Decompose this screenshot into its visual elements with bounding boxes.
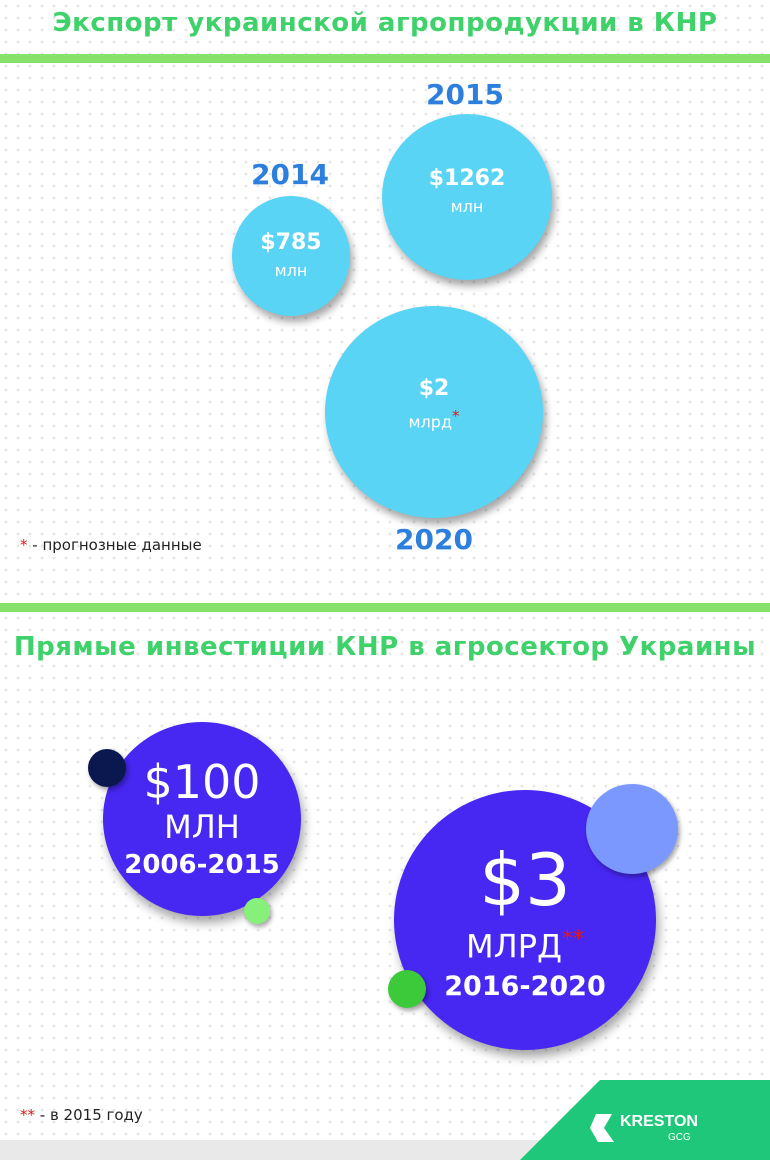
export-amount-2015: $1262: [428, 166, 506, 191]
invest-amount-2: $3: [479, 838, 571, 922]
export-amount-2020: $2: [418, 376, 450, 401]
export-unit-2020-line: млрд*: [325, 407, 543, 431]
export-unit-2020: млрд: [408, 412, 452, 432]
logo-sub: GCG: [668, 1132, 691, 1143]
export-bubble-2015: $1262 млн: [382, 114, 552, 280]
export-amount-2014: $785: [260, 230, 322, 255]
logo-name: KRESTON: [620, 1113, 698, 1130]
divider-bar: [0, 54, 770, 63]
export-bubble-2020: $2 млрд*: [325, 306, 543, 518]
logo-background: [520, 1080, 770, 1160]
invest-unit-1: МЛН: [164, 808, 240, 846]
invest-footnote: ** - в 2015 году: [20, 1106, 143, 1124]
decor-dot-navy: [88, 749, 126, 787]
export-section-title: Экспорт украинской агропродукции в КНР: [52, 8, 718, 38]
decor-dot-green: [388, 970, 426, 1008]
export-unit-2015: млн: [450, 197, 484, 216]
decor-dot-periwinkle: [586, 784, 678, 874]
footnote-star: *: [20, 536, 28, 554]
invest-unit-line-2: МЛРД**: [394, 920, 656, 967]
invest-amount-1: $100: [143, 755, 261, 809]
year-label-2020: 2020: [395, 523, 473, 556]
export-unit-2014: млн: [274, 261, 308, 280]
year-label-2014: 2014: [251, 158, 329, 191]
invest-unit-2: МЛРД: [466, 927, 562, 966]
export-bubble-2014: $785 млн: [232, 196, 350, 316]
logo-block: KRESTON GCG: [520, 1080, 770, 1160]
kreston-mark-icon: [590, 1114, 614, 1142]
invest-star-2: **: [561, 927, 584, 952]
invest-section-title: Прямые инвестиции КНР в агросектор Украи…: [13, 632, 757, 662]
decor-dot-lightgreen: [244, 898, 270, 924]
footnote-text-2: - в 2015 году: [35, 1106, 143, 1124]
footnote-text: - прогнозные данные: [27, 536, 202, 554]
year-label-2015: 2015: [426, 78, 504, 111]
invest-period-2: 2016-2020: [444, 970, 606, 1002]
export-star-2020: *: [452, 407, 460, 425]
divider-bar-2: [0, 603, 770, 612]
export-footnote: * - прогнозные данные: [20, 536, 202, 554]
invest-period-1: 2006-2015: [124, 850, 280, 880]
invest-bubble-2006-2015: $100 МЛН 2006-2015: [103, 722, 301, 916]
footnote-star-2: **: [20, 1106, 35, 1124]
